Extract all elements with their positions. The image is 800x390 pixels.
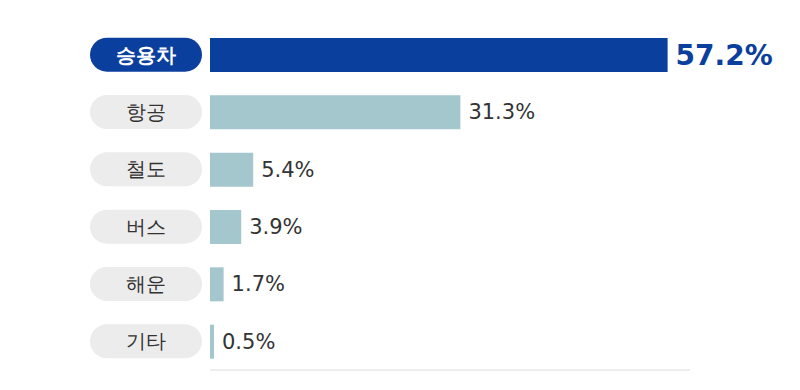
svg-text:0.5%: 0.5%: [222, 330, 275, 354]
svg-text:3.9%: 3.9%: [249, 215, 302, 239]
svg-text:기타: 기타: [126, 329, 166, 353]
svg-text:승용차: 승용차: [116, 43, 176, 67]
svg-text:1.7%: 1.7%: [232, 272, 285, 296]
svg-text:5.4%: 5.4%: [261, 158, 314, 182]
svg-text:버스: 버스: [126, 215, 166, 239]
svg-text:31.3%: 31.3%: [468, 100, 535, 124]
svg-text:57.2%: 57.2%: [676, 39, 773, 72]
svg-text:해운: 해운: [126, 272, 166, 296]
svg-text:항공: 항공: [126, 100, 166, 124]
svg-text:철도: 철도: [126, 157, 166, 181]
